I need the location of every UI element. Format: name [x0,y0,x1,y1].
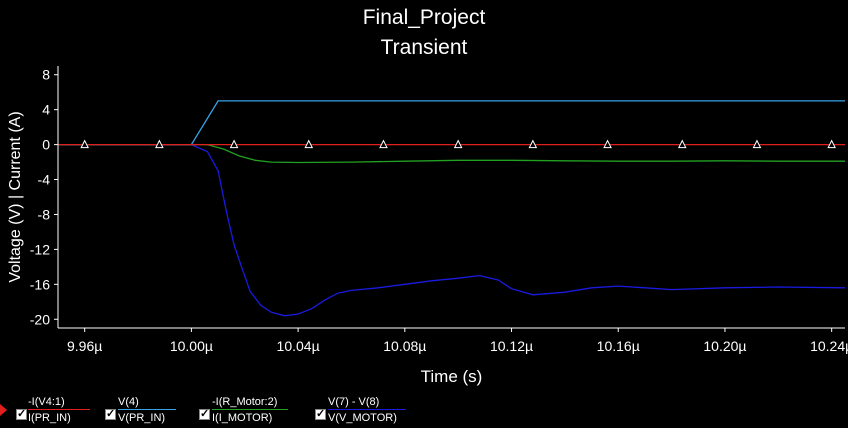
legend-swatch [328,409,406,410]
legend-item-v-motor[interactable]: V(7) - V(8) V(V_MOTOR) [310,394,420,428]
selected-trace-marker [0,404,7,416]
legend-checkbox[interactable] [315,407,326,420]
legend-swatch [118,409,176,410]
legend-expr: V(7) - V(8) [328,396,380,408]
series-marker [304,139,314,149]
y-tick-label: -20 [30,311,50,327]
legend: -I(V4:1) I(PR_IN) V(4) V(PR_IN) -I(R_Mot… [0,394,848,428]
x-tick-label: 10.08µ [383,338,426,354]
legend-name: I(I_MOTOR) [212,412,273,424]
y-tick-label: -12 [30,241,50,257]
x-tick-label: 9.96µ [67,338,102,354]
x-axis-label: Time (s) [421,367,483,386]
y-tick-label: 0 [42,137,50,153]
legend-name: V(PR_IN) [118,412,166,424]
series-marker [80,139,89,149]
legend-expr: -I(R_Motor:2) [212,396,278,408]
series-line-i-i-motor- [58,143,845,164]
x-tick-label: 10.12µ [490,338,533,354]
series-marker [752,139,762,149]
legend-name: I(PR_IN) [28,412,71,424]
series-marker [453,139,463,149]
y-tick-label: 4 [42,102,50,118]
series-marker [379,139,388,149]
legend-name: V(V_MOTOR) [328,412,397,424]
y-tick-label: -8 [38,206,51,222]
x-tick-label: 10.04µ [277,338,320,354]
chart-title: Final_Project [362,6,486,29]
series-line-v-pr-in- [58,100,845,146]
legend-checkbox[interactable] [16,407,27,420]
series-marker [603,139,612,149]
legend-item-i-motor[interactable]: -I(R_Motor:2) I(I_MOTOR) [196,394,306,428]
axes: 8 4 0 -4 -8 -12 -16 -20 9.96µ 10.00µ 10.04µ 10.08µ 1… [7,66,848,386]
legend-checkbox[interactable] [105,407,116,420]
legend-checkbox[interactable] [199,407,210,420]
y-tick-label: -16 [30,276,50,292]
x-tick-label: 10.16µ [597,338,640,354]
x-tick-label: 10.20µ [703,338,746,354]
series-marker [229,139,239,149]
plot-area [58,100,845,317]
legend-item-v-pr-in[interactable]: V(4) V(PR_IN) [100,394,190,428]
x-tick-label: 10.00µ [170,338,213,354]
series-marker [155,139,164,149]
series-marker [528,139,538,149]
y-tick-label: 8 [42,67,50,83]
series-marker [827,139,836,149]
legend-item-i-pr-in[interactable]: -I(V4:1) I(PR_IN) [8,394,98,428]
y-tick-label: -4 [38,172,51,188]
legend-expr: -I(V4:1) [28,396,65,408]
legend-swatch [28,409,90,410]
legend-swatch [212,409,288,410]
series-line-v-v-motor- [58,143,845,317]
chart-subtitle: Transient [380,36,468,59]
series-marker [677,139,687,149]
y-axis-label: Voltage (V) | Current (A) [7,111,24,282]
legend-expr: V(4) [118,396,139,408]
x-tick-label: 10.24µ [810,338,848,354]
